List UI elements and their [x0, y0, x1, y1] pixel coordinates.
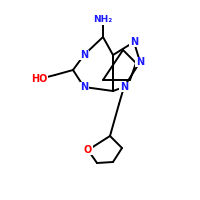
- Text: NH₂: NH₂: [93, 16, 113, 24]
- Text: HO: HO: [31, 74, 47, 84]
- Text: O: O: [84, 145, 92, 155]
- Text: N: N: [80, 50, 88, 60]
- Text: N: N: [130, 37, 138, 47]
- Text: N: N: [120, 82, 128, 92]
- Text: N: N: [80, 82, 88, 92]
- Text: N: N: [136, 57, 144, 67]
